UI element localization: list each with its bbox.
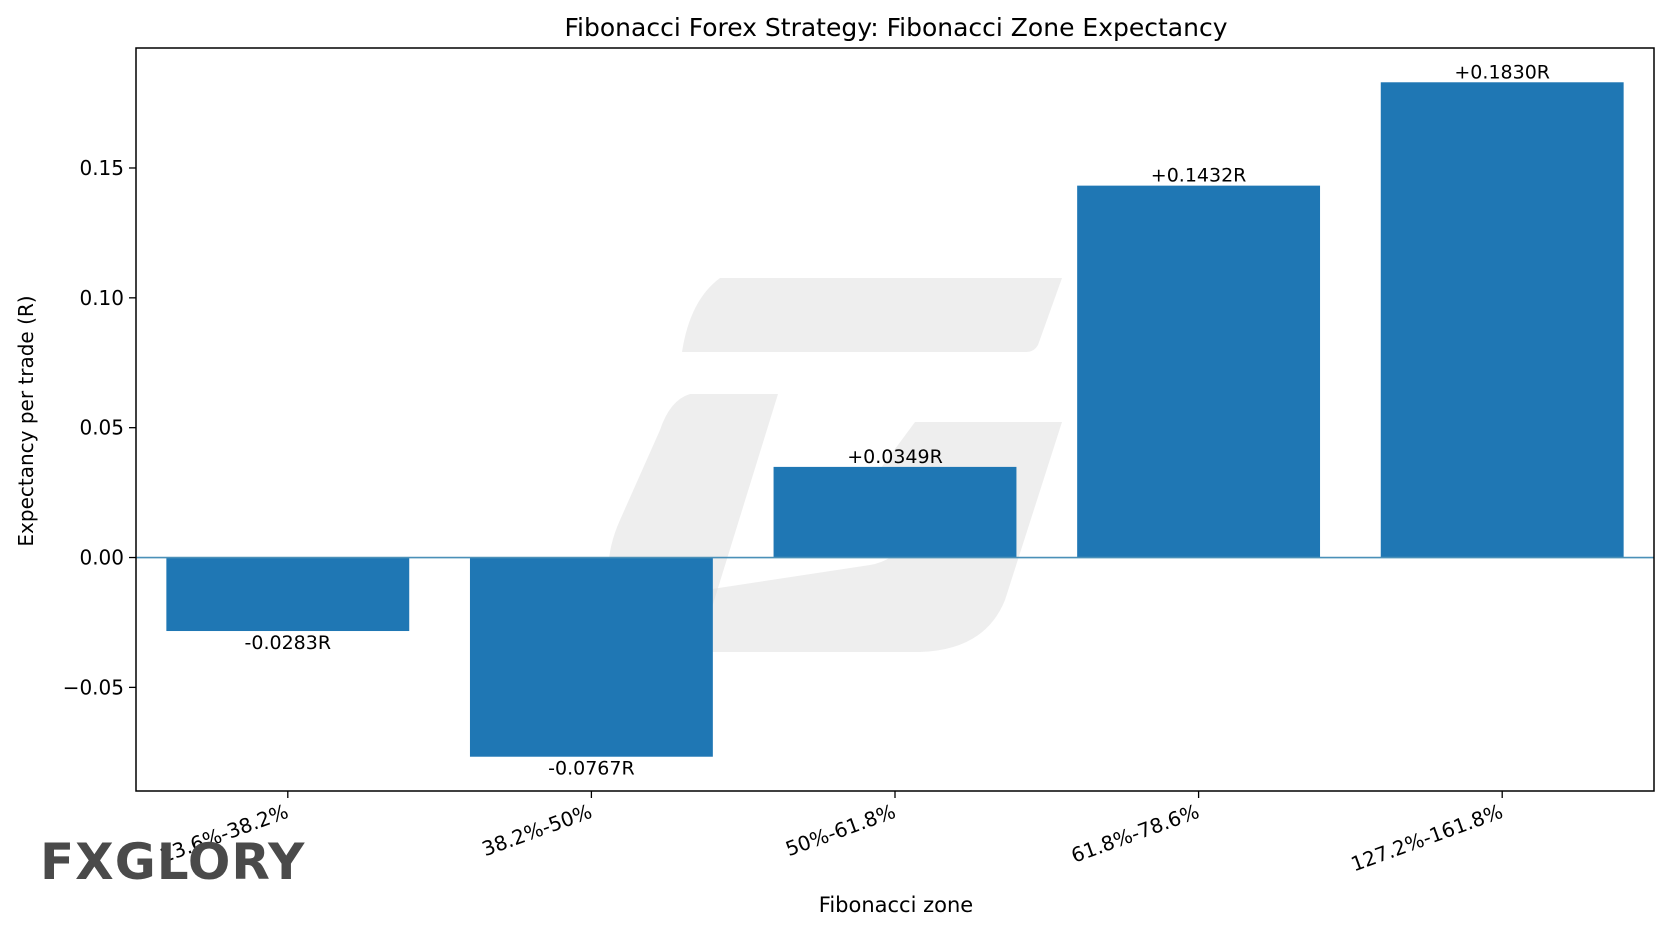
x-tick-label-3: 50%-61.8% <box>782 799 898 861</box>
data-labels-layer: -0.0283R -0.0767R +0.0349R +0.1432R +0.1830R <box>245 61 1550 779</box>
y-tick-label-5: 0.15 <box>79 156 124 180</box>
data-label-2: -0.0767R <box>548 758 635 780</box>
bar-4 <box>1077 185 1321 558</box>
data-label-3: +0.0349R <box>847 446 943 468</box>
y-tick-label-3: 0.05 <box>79 416 124 440</box>
y-axis: −0.05 0.00 0.05 0.10 0.15 <box>63 156 136 699</box>
data-label-1: -0.0283R <box>245 632 332 654</box>
y-tick-label-2: 0.00 <box>79 546 124 570</box>
x-axis: 23.6%-38.2% 38.2%-50% 50%-61.8% 61.8%-78.6%… <box>157 791 1506 876</box>
brand-logo-text: FXGLORY <box>40 833 306 891</box>
x-tick-label-5: 127.2%-161.8% <box>1348 799 1506 876</box>
y-tick-label-1: −0.05 <box>63 675 124 699</box>
bar-1 <box>166 557 410 632</box>
bar-5 <box>1380 82 1624 558</box>
y-tick-label-4: 0.10 <box>79 286 124 310</box>
data-label-5: +0.1830R <box>1454 61 1550 83</box>
bars-layer <box>166 82 1624 757</box>
x-tick-label-2: 38.2%-50% <box>479 799 595 861</box>
x-axis-label: Fibonacci zone <box>819 893 973 917</box>
bar-3 <box>773 466 1017 558</box>
chart-title: Fibonacci Forex Strategy: Fibonacci Zone… <box>565 13 1228 42</box>
y-axis-label: Expectancy per trade (R) <box>14 295 38 546</box>
brand-logo: FXGLORY <box>40 832 305 892</box>
x-tick-label-4: 61.8%-78.6% <box>1068 799 1202 867</box>
data-label-4: +0.1432R <box>1151 165 1247 187</box>
bar-2 <box>469 557 713 757</box>
